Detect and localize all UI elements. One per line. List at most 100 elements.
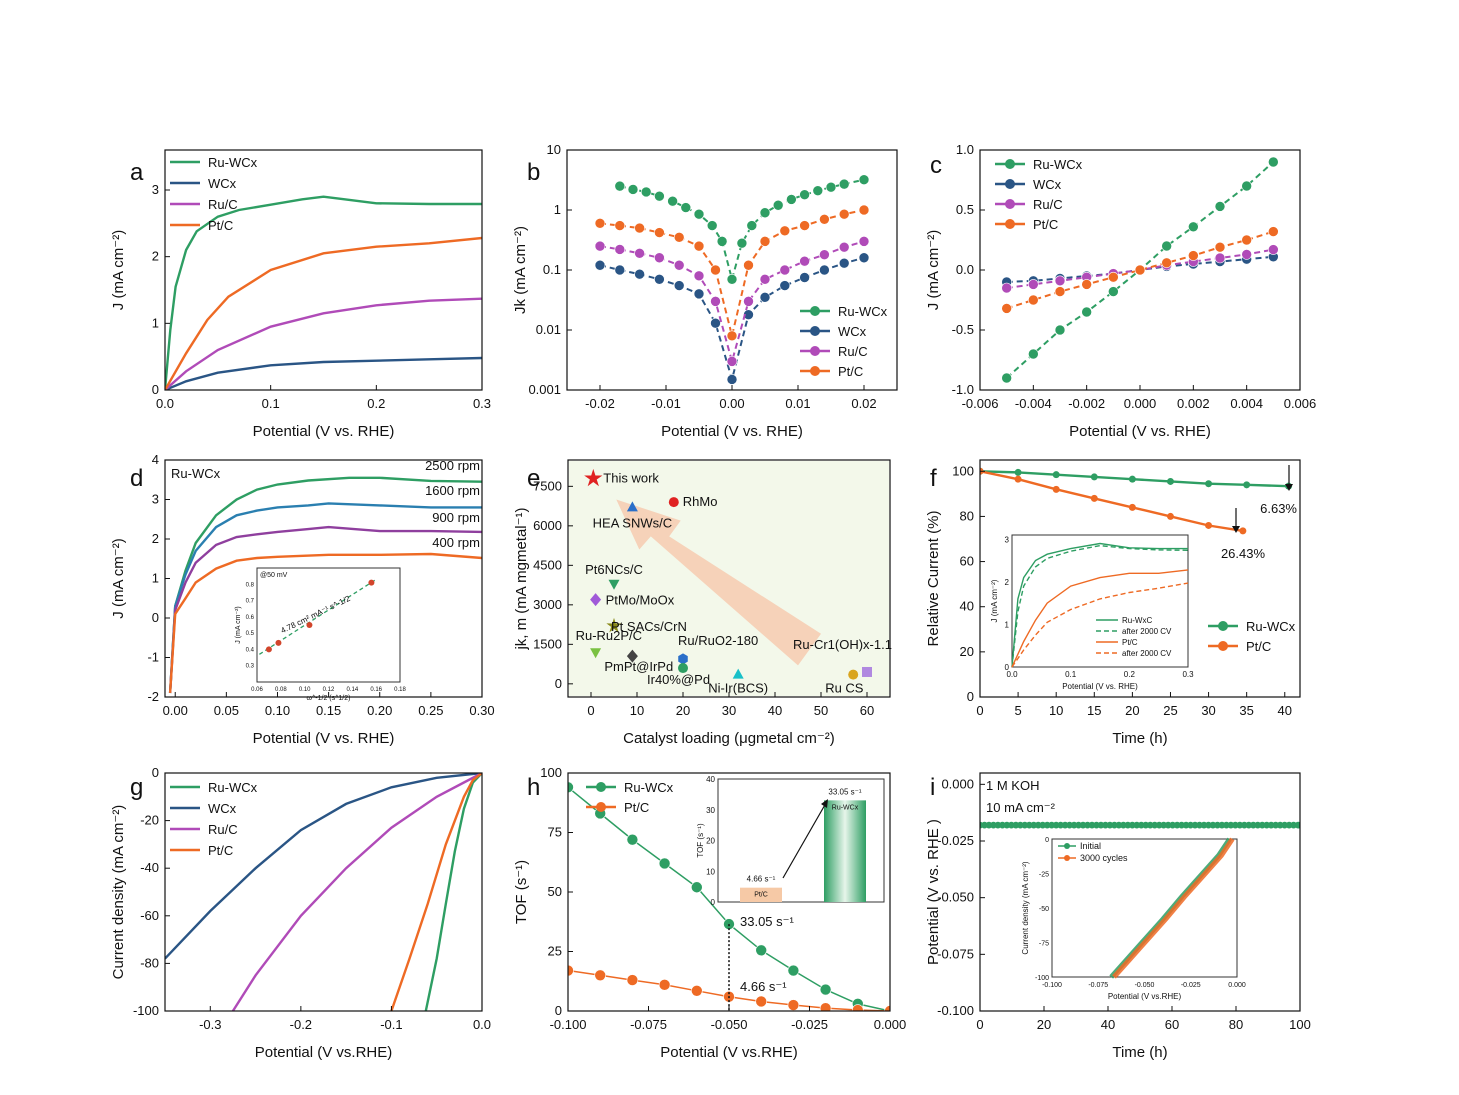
data-point bbox=[265, 646, 272, 653]
x-axis-label: Potential (V vs. RHE) bbox=[253, 730, 395, 747]
point-label: Ru-Cr1(OH)x-1.1 bbox=[793, 637, 892, 652]
inset-y-tick-label: 30 bbox=[706, 806, 715, 815]
inset-y-tick-label: 20 bbox=[706, 837, 715, 846]
inset-y-tick-label: 40 bbox=[706, 775, 715, 784]
data-point bbox=[1239, 527, 1247, 535]
y-tick-label: 0 bbox=[967, 689, 974, 704]
x-tick-label: -0.3 bbox=[199, 1017, 221, 1032]
data-point bbox=[626, 833, 639, 846]
data-point bbox=[594, 218, 606, 229]
y-tick-label: 4 bbox=[152, 452, 159, 467]
inset-x-label: Potential (V vs.RHE) bbox=[1108, 992, 1182, 1001]
x-tick-label: 10 bbox=[630, 703, 644, 718]
data-point bbox=[799, 189, 810, 200]
legend-marker bbox=[1218, 641, 1228, 651]
panel-h: h-0.100 -0.075 -0.050 -0.025 0.0000255075100… bbox=[513, 765, 906, 1061]
y-tick-label: -0.025 bbox=[937, 833, 974, 848]
data-point bbox=[1241, 249, 1252, 260]
data-point bbox=[779, 280, 791, 291]
inset-arrow-head bbox=[821, 799, 828, 808]
series-line bbox=[390, 773, 482, 1011]
panel-letter: g bbox=[130, 774, 143, 801]
data-point bbox=[606, 617, 622, 633]
data-point bbox=[634, 247, 645, 259]
x-axis-label: Potential (V vs. RHE) bbox=[661, 423, 803, 440]
inset-legend-label: Ru-WxC bbox=[1122, 616, 1152, 625]
data-point bbox=[1081, 279, 1092, 290]
y-tick-label: -100 bbox=[133, 1003, 159, 1018]
series-line bbox=[980, 470, 1244, 533]
data-point bbox=[1241, 180, 1252, 192]
y-tick-label: 50 bbox=[548, 884, 562, 899]
inset-y-tick-label: 0.7 bbox=[246, 599, 255, 605]
y-axis-label: Potential (V vs. RHE ) bbox=[925, 819, 942, 965]
legend-label: Ru/C bbox=[838, 344, 868, 359]
data-point bbox=[819, 264, 830, 276]
x-axis-label: Catalyst loading (μgmetal cm⁻²) bbox=[623, 730, 835, 747]
data-point bbox=[759, 292, 771, 303]
data-point bbox=[858, 204, 870, 216]
data-point bbox=[1294, 821, 1300, 829]
x-tick-label: 40 bbox=[1101, 1017, 1115, 1032]
x-tick-label: -0.01 bbox=[651, 396, 681, 411]
legend-marker bbox=[1005, 179, 1015, 189]
inset-frame bbox=[256, 567, 401, 683]
inset-x-tick-label: 0.16 bbox=[370, 687, 382, 693]
y-tick-label: -20 bbox=[140, 813, 159, 828]
y-tick-label: -40 bbox=[140, 860, 159, 875]
data-point bbox=[759, 273, 771, 285]
inset-x-tick-label: -0.075 bbox=[1088, 982, 1108, 989]
data-point bbox=[858, 236, 870, 247]
inset-y-tick-label: -25 bbox=[1039, 872, 1049, 879]
y-axis-label: J (mA cm⁻²) bbox=[110, 230, 127, 310]
data-point bbox=[1188, 221, 1199, 233]
data-point bbox=[594, 240, 606, 252]
inset-bar bbox=[824, 800, 866, 902]
x-tick-label: 15 bbox=[1087, 703, 1101, 718]
legend-label: Pt/C bbox=[1033, 217, 1058, 232]
data-point bbox=[884, 1005, 890, 1011]
data-point bbox=[690, 984, 703, 997]
trend-arrow bbox=[616, 499, 821, 666]
x-axis-label: Potential (V vs.RHE) bbox=[660, 1044, 798, 1061]
x-tick-label: -0.004 bbox=[1015, 396, 1052, 411]
series-line bbox=[168, 525, 482, 694]
plot-area bbox=[168, 476, 482, 694]
data-point bbox=[819, 249, 830, 260]
series-line bbox=[168, 502, 482, 694]
point-label: Ir40%@Pd bbox=[647, 672, 710, 687]
panel-letter: c bbox=[930, 152, 942, 179]
inset-y-tick-label: 0 bbox=[1045, 837, 1049, 844]
plot-frame bbox=[164, 149, 483, 391]
data-point bbox=[1054, 286, 1066, 297]
data-point bbox=[594, 259, 606, 271]
inset-x-tick-label: 0.0 bbox=[1006, 670, 1018, 679]
inset-y-label: J (mA cm⁻²) bbox=[235, 606, 242, 644]
y-tick-label: 1 bbox=[152, 571, 159, 586]
data-point bbox=[626, 974, 639, 986]
series-line bbox=[424, 773, 482, 1011]
data-point bbox=[614, 264, 626, 276]
data-point bbox=[716, 236, 728, 247]
x-tick-label: 0.0 bbox=[156, 396, 174, 411]
inset-series-line bbox=[1112, 837, 1235, 979]
series-line bbox=[165, 297, 482, 390]
data-point bbox=[654, 190, 665, 202]
series-line bbox=[168, 552, 482, 694]
y-tick-label: 2 bbox=[152, 531, 159, 546]
data-point bbox=[1052, 485, 1060, 493]
series-line bbox=[165, 236, 482, 390]
y-tick-label: 20 bbox=[960, 644, 974, 659]
data-point bbox=[680, 202, 692, 213]
y-tick-label: 25 bbox=[548, 944, 562, 959]
x-tick-label: 0.2 bbox=[367, 396, 385, 411]
data-point bbox=[1214, 201, 1226, 212]
data-point bbox=[848, 669, 859, 680]
x-tick-label: -0.050 bbox=[711, 1017, 748, 1032]
data-point bbox=[658, 979, 671, 991]
plot-area bbox=[980, 821, 1300, 829]
data-point bbox=[746, 220, 758, 231]
y-tick-label: 0.000 bbox=[941, 776, 974, 791]
y-tick-label: 0.001 bbox=[528, 382, 561, 397]
